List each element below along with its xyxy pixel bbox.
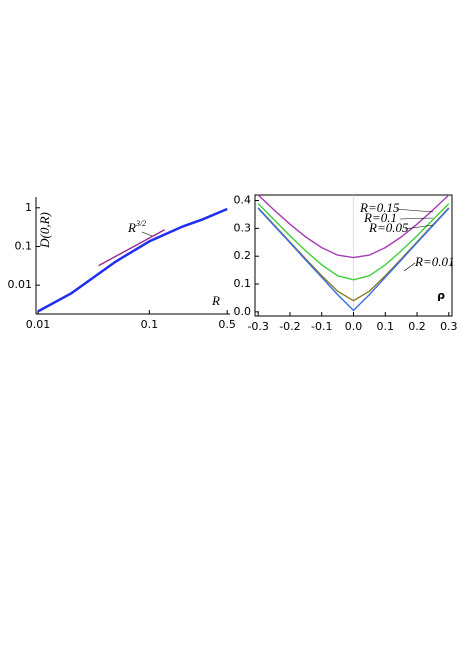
x-tick-label: -0.2 bbox=[279, 320, 300, 333]
series-label: R=0.15 bbox=[359, 200, 400, 215]
y-tick-label: 0.0 bbox=[234, 305, 252, 318]
curve bbox=[257, 194, 450, 259]
curve bbox=[257, 203, 450, 281]
leader bbox=[399, 217, 434, 220]
x-tick-label: 0.2 bbox=[408, 320, 426, 333]
y-tick-label: 0.4 bbox=[234, 194, 252, 207]
x-tick-label: -0.1 bbox=[311, 320, 332, 333]
curve bbox=[37, 207, 228, 313]
x-axis-label: ρ bbox=[437, 289, 445, 302]
x-tick-label: 0.3 bbox=[440, 320, 458, 333]
leader bbox=[403, 262, 416, 272]
curve bbox=[98, 229, 165, 267]
x-axis-label: R bbox=[211, 293, 220, 308]
curve bbox=[257, 207, 450, 312]
annotation-base: R bbox=[127, 220, 136, 235]
x-tick-label: 0.1 bbox=[141, 318, 159, 331]
x-tick-label: 0.01 bbox=[26, 318, 51, 331]
series-label: R=0.1 bbox=[363, 210, 397, 225]
x-tick-label: 0.1 bbox=[377, 320, 395, 333]
y-tick-label: 0.2 bbox=[234, 249, 252, 262]
y-axis-label: D(0,R) bbox=[37, 212, 52, 249]
y-tick-label: 0.1 bbox=[234, 277, 252, 290]
leader bbox=[395, 208, 434, 213]
series-label: R=0.05 bbox=[368, 220, 409, 235]
leader bbox=[141, 231, 153, 237]
y-tick-label: 0.1 bbox=[15, 239, 33, 252]
leader bbox=[404, 224, 434, 230]
y-tick-label: 0.3 bbox=[234, 221, 252, 234]
y-tick-label: 0.01 bbox=[8, 278, 33, 291]
x-tick-label: -0.3 bbox=[247, 320, 268, 333]
annotation-sup: 3/2 bbox=[135, 219, 146, 228]
series-label: R=0.01 bbox=[414, 254, 454, 269]
annotation: R3/2 bbox=[127, 219, 146, 235]
x-tick-label: 0.0 bbox=[345, 320, 363, 333]
x-tick-label: 0.5 bbox=[218, 318, 236, 331]
y-tick-label: 1 bbox=[25, 201, 32, 214]
